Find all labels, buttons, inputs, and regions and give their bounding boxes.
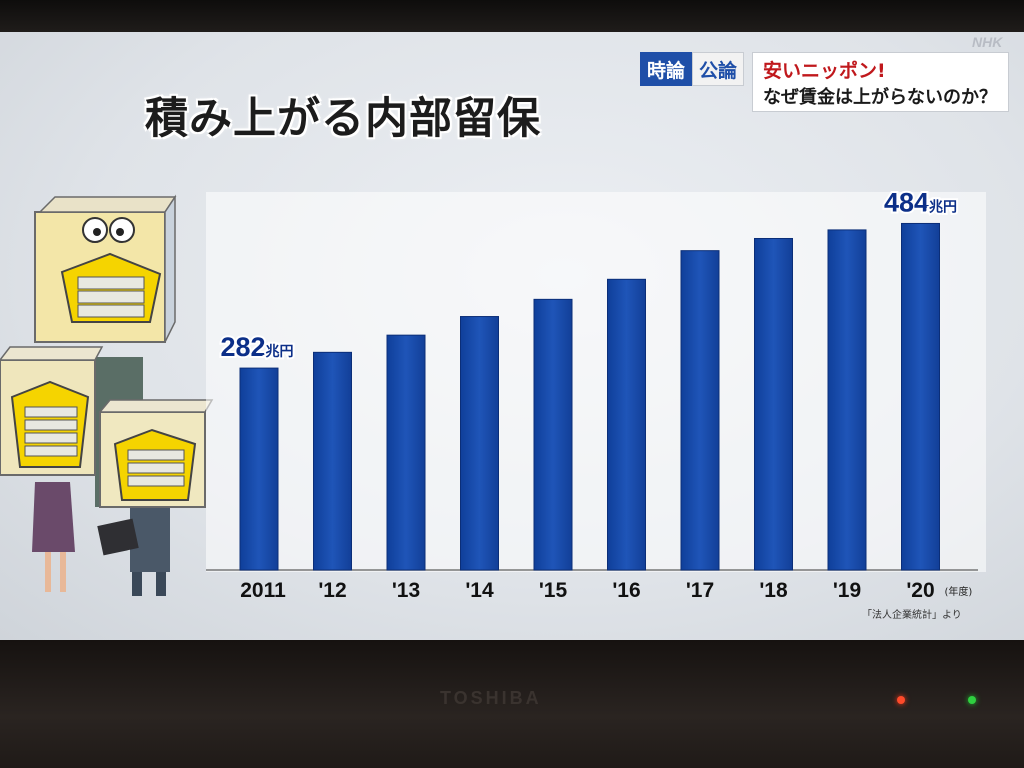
data-label: 282兆円	[220, 332, 293, 362]
x-tick-label: 2011	[240, 579, 286, 602]
bar-8	[827, 229, 867, 571]
cartoon-executive-back	[34, 194, 177, 507]
program-badge: 時論 公論	[640, 52, 745, 86]
tv-brand-logo: TOSHIBA	[440, 688, 542, 708]
bar-1	[313, 351, 352, 571]
power-led-icon	[897, 696, 905, 704]
x-tick-label: '18	[759, 579, 788, 602]
x-unit-label: (年度)	[945, 585, 973, 598]
x-tick-labels: 2011 '12 '13 '14 '15 '16 '17 '18 '19 '20 (年度)	[240, 579, 972, 602]
x-tick-label: '17	[686, 579, 714, 602]
value-labels: 282兆円 484兆円	[218, 185, 959, 364]
broadcaster-logo: NHK	[972, 34, 1003, 50]
source-note: 「法人企業統計」より	[862, 610, 962, 621]
x-tick-label: '15	[539, 579, 568, 602]
bar-chart: 2011 '12 '13 '14 '15 '16 '17 '18 '19 '20 (年度) 282兆…	[206, 185, 986, 602]
chart-title: 積み上がる内部留保	[145, 94, 541, 144]
bar-9	[901, 222, 940, 571]
bar-2	[386, 334, 426, 571]
topic-caption: 安いニッポン! なぜ賃金は上がらないのか？	[752, 52, 1009, 112]
bar-7	[754, 237, 793, 571]
x-tick-label: '14	[465, 579, 494, 602]
x-tick-label: '19	[833, 579, 861, 602]
tv-bezel-top	[0, 0, 1024, 32]
x-tick-label: '12	[318, 579, 346, 602]
bar-5	[607, 278, 646, 571]
bar-4	[533, 298, 573, 571]
tv-bezel-bottom: TOSHIBA	[0, 640, 1024, 768]
tv-screen: 2011 '12 '13 '14 '15 '16 '17 '18 '19 '20 (年度) 282兆…	[0, 32, 1024, 640]
bar-6	[680, 250, 720, 571]
x-tick-label: '16	[612, 579, 640, 602]
cartoon-executives-illustration	[0, 194, 214, 596]
bar-3	[460, 316, 499, 571]
cartoon-executive-left	[0, 346, 104, 592]
bar-0	[239, 367, 279, 571]
topic-line-1: 安いニッポン!	[763, 60, 886, 82]
cartoon-executive-right	[97, 399, 214, 596]
x-tick-label: '13	[392, 579, 420, 602]
data-label: 484兆円	[884, 187, 957, 217]
x-tick-label: '20	[906, 579, 934, 602]
status-led-icon	[968, 696, 976, 704]
program-badge-right: 公論	[692, 52, 745, 86]
topic-line-2: なぜ賃金は上がらないのか？	[763, 87, 997, 108]
program-badge-left: 時論	[640, 52, 693, 86]
bars-group	[239, 222, 940, 571]
